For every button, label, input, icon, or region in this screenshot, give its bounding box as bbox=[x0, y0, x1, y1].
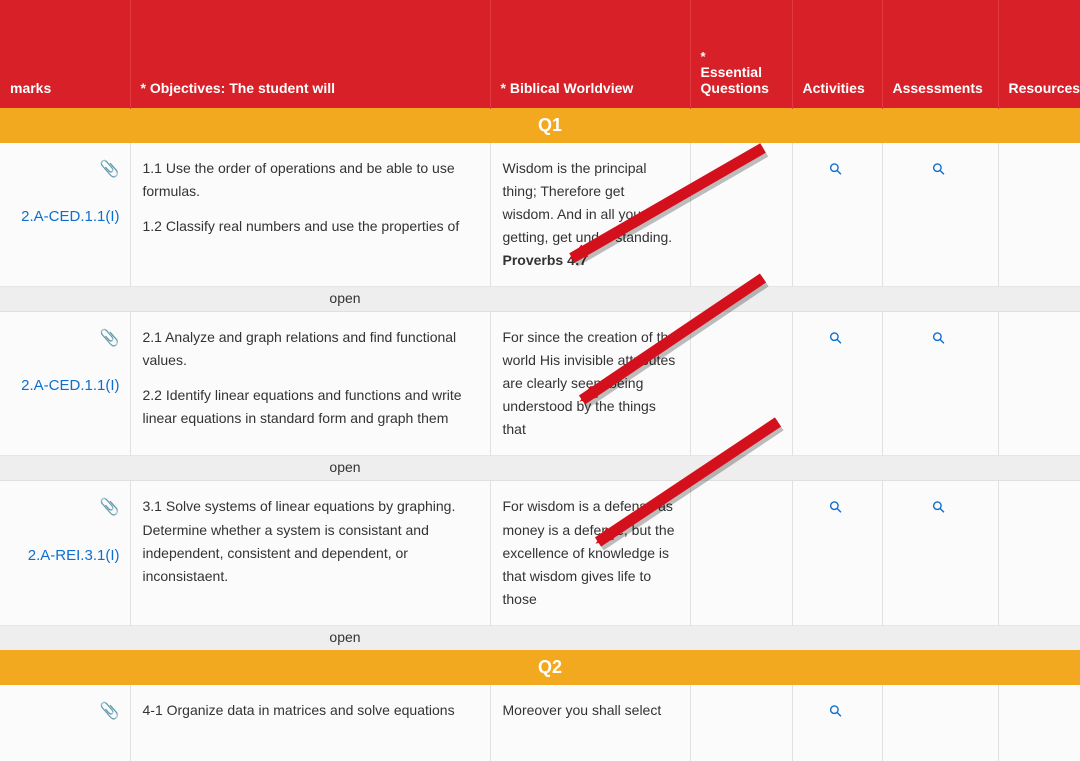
magnify-icon[interactable] bbox=[824, 495, 851, 522]
magnify-icon[interactable] bbox=[927, 326, 954, 353]
biblical-cell: Moreover you shall select bbox=[490, 684, 690, 761]
essential-cell bbox=[690, 684, 792, 761]
section-q2: Q2 bbox=[0, 650, 1080, 684]
paperclip-icon[interactable]: 📎 bbox=[100, 699, 120, 725]
benchmark-link[interactable]: 2.A-REI.3.1(I) bbox=[28, 547, 120, 564]
col-header-essential[interactable]: * Essential Questions bbox=[690, 0, 792, 108]
assessments-cell bbox=[882, 142, 998, 286]
objective-text: 1.2 Classify real numbers and use the pr… bbox=[143, 215, 478, 238]
essential-label: Essential Questions bbox=[701, 64, 769, 96]
activities-cell bbox=[792, 142, 882, 286]
section-q2-label: Q2 bbox=[0, 650, 1080, 684]
resources-cell bbox=[998, 311, 1080, 455]
magnify-icon[interactable] bbox=[927, 495, 954, 522]
activities-cell bbox=[792, 684, 882, 761]
table-row: 📎 2.A-CED.1.1(I) 2.1 Analyze and graph r… bbox=[0, 311, 1080, 455]
col-header-objectives[interactable]: * Objectives: The student will bbox=[130, 0, 490, 108]
magnify-icon[interactable] bbox=[824, 156, 851, 183]
table-row: 📎 4-1 Organize data in matrices and solv… bbox=[0, 684, 1080, 761]
biblical-ref: Proverbs 4:7 bbox=[503, 252, 588, 268]
benchmark-link[interactable]: 2.A-CED.1.1(I) bbox=[21, 208, 119, 225]
col-header-resources[interactable]: Resources bbox=[998, 0, 1080, 108]
resources-cell bbox=[998, 142, 1080, 286]
expand-row: open bbox=[0, 456, 1080, 481]
header-row: marks * Objectives: The student will * B… bbox=[0, 0, 1080, 108]
essential-cell bbox=[690, 142, 792, 286]
biblical-text: Wisdom is the principal thing; Therefore… bbox=[503, 160, 673, 245]
resources-cell bbox=[998, 481, 1080, 625]
biblical-cell: Wisdom is the principal thing; Therefore… bbox=[490, 142, 690, 286]
objectives-cell: 1.1 Use the order of operations and be a… bbox=[130, 142, 490, 286]
open-toggle[interactable]: open bbox=[329, 629, 360, 645]
objective-text: 1.1 Use the order of operations and be a… bbox=[143, 157, 478, 203]
resources-cell bbox=[998, 684, 1080, 761]
section-q1-label: Q1 bbox=[0, 108, 1080, 142]
benchmark-link[interactable]: 2.A-CED.1.1(I) bbox=[21, 377, 119, 394]
biblical-text: For wisdom is a defense as money is a de… bbox=[503, 498, 675, 606]
biblical-text: For since the creation of the world His … bbox=[503, 329, 677, 437]
curriculum-table: marks * Objectives: The student will * B… bbox=[0, 0, 1080, 761]
assessments-cell bbox=[882, 684, 998, 761]
open-toggle[interactable]: open bbox=[329, 290, 360, 306]
open-toggle[interactable]: open bbox=[329, 459, 360, 475]
objectives-cell: 3.1 Solve systems of linear equations by… bbox=[130, 481, 490, 625]
paperclip-icon[interactable]: 📎 bbox=[100, 326, 120, 352]
assessments-cell bbox=[882, 311, 998, 455]
essential-cell bbox=[690, 311, 792, 455]
col-header-marks[interactable]: marks bbox=[0, 0, 130, 108]
objective-text: 4-1 Organize data in matrices and solve … bbox=[143, 699, 478, 722]
expand-row: open bbox=[0, 286, 1080, 311]
activities-cell bbox=[792, 311, 882, 455]
magnify-icon[interactable] bbox=[927, 156, 954, 183]
table-row: 📎 2.A-CED.1.1(I) 1.1 Use the order of op… bbox=[0, 142, 1080, 286]
paperclip-icon[interactable]: 📎 bbox=[100, 495, 120, 521]
objectives-cell: 2.1 Analyze and graph relations and find… bbox=[130, 311, 490, 455]
expand-row: open bbox=[0, 625, 1080, 650]
magnify-icon[interactable] bbox=[824, 699, 851, 726]
biblical-cell: For wisdom is a defense as money is a de… bbox=[490, 481, 690, 625]
magnify-icon[interactable] bbox=[824, 326, 851, 353]
col-header-assessments[interactable]: Assessments bbox=[882, 0, 998, 108]
essential-cell bbox=[690, 481, 792, 625]
objective-text: 3.1 Solve systems of linear equations by… bbox=[143, 495, 478, 587]
assessments-cell bbox=[882, 481, 998, 625]
objective-text: 2.2 Identify linear equations and functi… bbox=[143, 384, 478, 430]
paperclip-icon[interactable]: 📎 bbox=[100, 157, 120, 183]
section-q1: Q1 bbox=[0, 108, 1080, 142]
biblical-cell: For since the creation of the world His … bbox=[490, 311, 690, 455]
activities-cell bbox=[792, 481, 882, 625]
objective-text: 2.1 Analyze and graph relations and find… bbox=[143, 326, 478, 372]
col-header-biblical[interactable]: * Biblical Worldview bbox=[490, 0, 690, 108]
objectives-cell: 4-1 Organize data in matrices and solve … bbox=[130, 684, 490, 761]
essential-asterisk: * bbox=[701, 49, 782, 64]
table-row: 📎 2.A-REI.3.1(I) 3.1 Solve systems of li… bbox=[0, 481, 1080, 625]
col-header-activities[interactable]: Activities bbox=[792, 0, 882, 108]
biblical-text: Moreover you shall select bbox=[503, 702, 662, 718]
